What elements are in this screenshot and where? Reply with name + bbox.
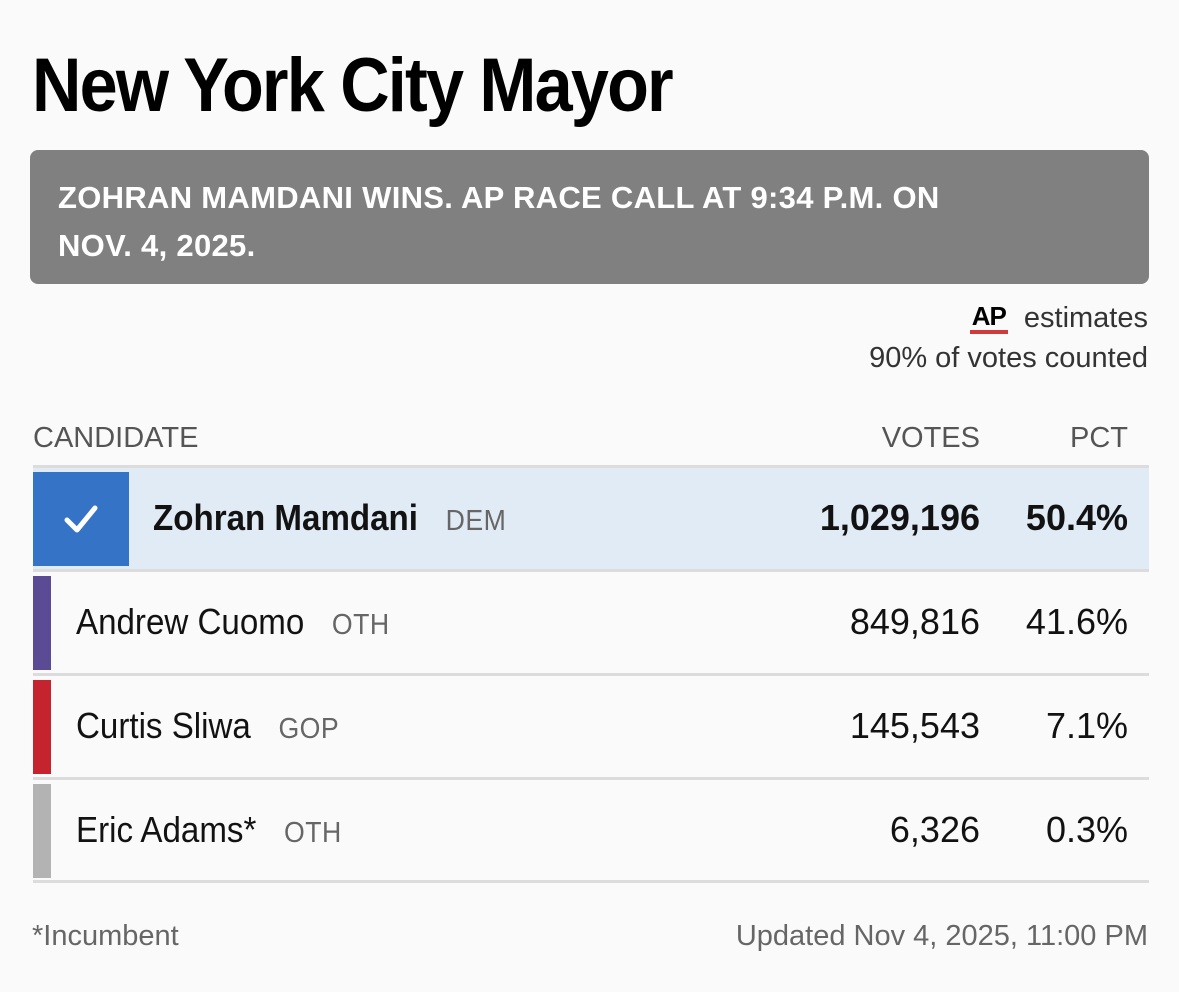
ap-estimates-label: estimates [1023,302,1148,334]
candidate-row-winner: Zohran Mamdani DEM 1,029,196 50.4% [33,465,1149,569]
results-table: Zohran Mamdani DEM 1,029,196 50.4% Andrew… [33,465,1149,883]
candidate-party: DEM [445,505,507,537]
candidate-name-text: Andrew Cuomo [76,601,305,642]
party-color-bar [33,784,51,878]
candidate-votes: 849,816 [849,601,980,642]
race-call-banner: ZOHRAN MAMDANI WINS. AP RACE CALL AT 9:3… [30,150,1149,284]
candidate-name-text: Zohran Mamdani [153,497,418,538]
candidate-row: Eric Adams* OTH 6,326 0.3% [33,777,1149,883]
candidate-votes: 6,326 [889,809,980,850]
candidate-name-text: Curtis Sliwa [76,705,251,746]
results-table-header: CANDIDATE VOTES PCT [33,414,1128,462]
winner-check-badge [33,472,129,566]
candidate-name: Eric Adams* OTH [76,780,342,883]
ap-estimate-block: AP estimates 90% of votes counted [869,298,1148,378]
candidate-name: Curtis Sliwa GOP [76,676,339,779]
candidate-votes: 145,543 [849,705,980,746]
party-color-bar [33,680,51,774]
party-color-bar [33,576,51,670]
ap-logo: AP [969,302,1008,334]
candidate-name: Andrew Cuomo OTH [76,572,390,675]
candidate-row: Curtis Sliwa GOP 145,543 7.1% [33,673,1149,777]
candidate-name-text: Eric Adams* [76,809,257,850]
incumbent-footnote: *Incumbent [32,920,179,952]
header-votes: VOTES [881,422,980,454]
ap-estimate-line: AP estimates [869,298,1148,338]
race-call-text: ZOHRAN MAMDANI WINS. AP RACE CALL AT 9:3… [58,180,940,263]
votes-counted-label: 90% of votes counted [869,342,1148,374]
candidate-pct: 0.3% [1045,809,1128,850]
header-candidate: CANDIDATE [33,422,199,454]
candidate-pct: 50.4% [1025,497,1128,538]
candidate-pct: 41.6% [1025,601,1128,642]
header-pct: PCT [1070,422,1128,454]
candidate-row: Andrew Cuomo OTH 849,816 41.6% [33,569,1149,673]
updated-timestamp: Updated Nov 4, 2025, 11:00 PM [735,920,1148,952]
candidate-party: GOP [278,713,340,745]
candidate-pct: 7.1% [1045,705,1128,746]
checkmark-icon [64,505,98,533]
page-title: New York City Mayor [32,43,674,128]
candidate-name: Zohran Mamdani DEM [153,468,506,571]
candidate-party: OTH [331,609,390,641]
candidate-votes: 1,029,196 [819,497,980,538]
candidate-party: OTH [283,817,342,849]
